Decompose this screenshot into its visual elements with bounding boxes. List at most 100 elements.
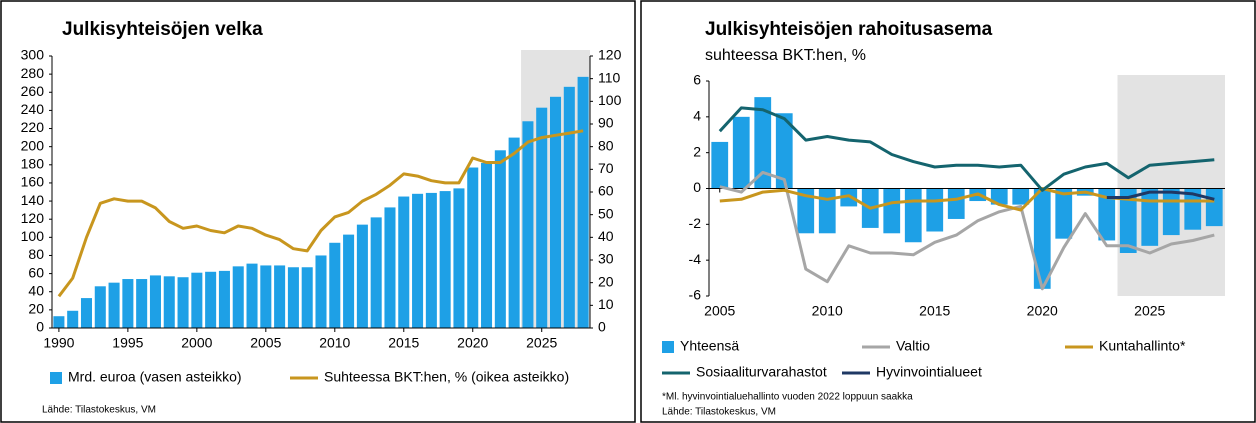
bar <box>522 121 534 328</box>
bar <box>549 96 562 328</box>
source: Lähde: Tilastokeskus, VM <box>42 405 156 416</box>
bar <box>439 191 451 328</box>
bar <box>840 188 858 207</box>
bar <box>754 97 772 189</box>
panel-border <box>640 0 1256 423</box>
bar <box>163 276 175 328</box>
y-tick-label: 6 <box>693 72 701 88</box>
legend-label: Kuntahallinto* <box>1099 338 1186 354</box>
bar <box>1033 188 1051 289</box>
y2-tick-label: 100 <box>598 92 622 108</box>
bar <box>563 86 575 329</box>
bar <box>577 76 589 328</box>
bar <box>287 267 299 328</box>
bar <box>53 316 65 328</box>
y-tick-label: 100 <box>21 228 45 244</box>
y-tick-label: 40 <box>28 282 44 298</box>
legend-label: Valtio <box>896 338 930 354</box>
bar <box>1098 188 1116 241</box>
y-tick-label: 300 <box>21 47 45 63</box>
bar <box>883 188 901 234</box>
bar <box>508 137 520 328</box>
bar <box>329 242 341 328</box>
x-tick-label: 2005 <box>704 303 735 319</box>
y-tick-label: 180 <box>21 156 45 172</box>
y-tick-label: 260 <box>21 83 45 99</box>
y2-tick-label: 60 <box>598 183 614 199</box>
bar <box>398 196 410 328</box>
bar <box>315 255 327 328</box>
bar <box>1205 188 1223 227</box>
footnote: *Ml. hyvinvointialuehallinto vuoden 2022… <box>662 392 913 403</box>
bar <box>494 150 506 328</box>
bar <box>947 188 965 219</box>
line-series <box>719 170 1215 291</box>
y2-tick-label: 120 <box>598 47 622 63</box>
bar <box>775 113 793 189</box>
bar <box>384 207 396 328</box>
line-series <box>718 106 1215 192</box>
bar <box>370 217 382 328</box>
y-tick-label: 0 <box>693 179 701 195</box>
x-tick-label: 1995 <box>112 335 143 351</box>
legend-label: Sosiaaliturvarahastot <box>696 364 827 380</box>
bar <box>926 188 944 232</box>
bar <box>797 188 815 234</box>
y2-tick-label: 40 <box>598 228 614 244</box>
y-tick-label: -2 <box>689 215 702 231</box>
bar <box>94 286 106 328</box>
bar <box>122 279 134 328</box>
y-tick-label: 20 <box>28 301 44 317</box>
y2-tick-label: 110 <box>598 69 621 85</box>
bar <box>356 224 368 328</box>
bar <box>1119 188 1137 253</box>
y-tick-label: -4 <box>689 251 702 267</box>
y-tick-label: 160 <box>21 174 45 190</box>
bar <box>467 167 479 328</box>
legend-swatch <box>50 372 62 384</box>
x-tick-label: 2015 <box>919 303 950 319</box>
bar <box>301 267 313 328</box>
bar <box>136 279 148 328</box>
x-tick-label: 1990 <box>43 335 74 351</box>
bar <box>343 234 355 328</box>
bar <box>990 188 1008 205</box>
y-tick-label: 280 <box>21 65 45 81</box>
bar <box>67 310 79 328</box>
y2-tick-label: 30 <box>598 251 614 267</box>
y2-tick-label: 90 <box>598 115 614 131</box>
bar <box>412 193 424 328</box>
bar <box>818 188 836 234</box>
bar <box>1162 188 1180 236</box>
bar <box>1141 188 1159 246</box>
bar <box>904 188 922 243</box>
bar <box>191 272 203 328</box>
y2-tick-label: 50 <box>598 205 614 221</box>
bar <box>1055 188 1073 239</box>
y-tick-label: 120 <box>21 210 45 226</box>
legend-swatch <box>662 341 674 353</box>
bar <box>732 116 750 189</box>
x-tick-label: 2005 <box>250 335 281 351</box>
y-tick-label: 140 <box>21 192 45 208</box>
chart-subtitle: suhteessa BKT:hen, % <box>705 47 866 64</box>
bar <box>1184 188 1202 230</box>
x-tick-label: 2000 <box>181 335 212 351</box>
line-series <box>57 129 584 298</box>
x-tick-label: 2020 <box>457 335 488 351</box>
bar <box>108 282 120 328</box>
bar <box>481 162 493 328</box>
legend-label: Yhteensä <box>680 338 739 354</box>
line-series <box>719 187 1215 212</box>
bar <box>274 265 286 328</box>
bar <box>260 265 272 328</box>
line-series <box>1106 190 1215 201</box>
bar <box>711 141 729 189</box>
y2-tick-label: 20 <box>598 273 614 289</box>
bar <box>149 275 161 328</box>
y2-tick-label: 70 <box>598 160 614 176</box>
x-tick-label: 2015 <box>388 335 419 351</box>
bar <box>536 107 548 329</box>
x-tick-label: 2020 <box>1027 303 1058 319</box>
x-tick-label: 2010 <box>812 303 843 319</box>
